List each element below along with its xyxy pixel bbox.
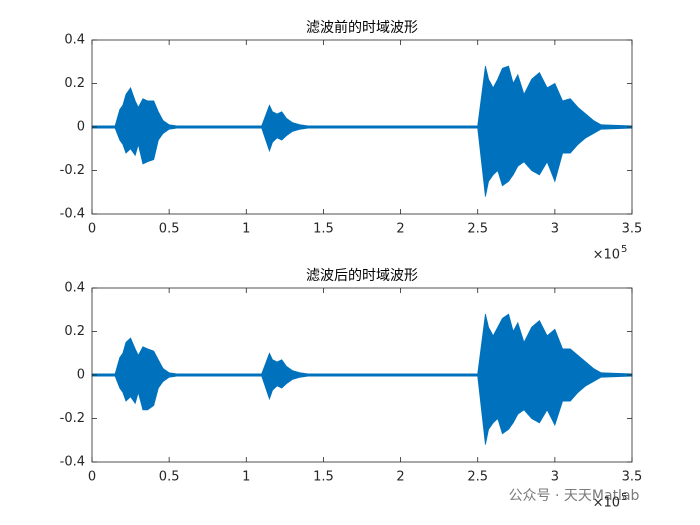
x-tick-label: 3.5 bbox=[622, 222, 643, 237]
y-tick-label: 0.4 bbox=[64, 33, 85, 48]
x-tick-label: 1 bbox=[242, 470, 250, 485]
chart-title: 滤波前的时域波形 bbox=[306, 19, 418, 36]
y-tick-label: -0.4 bbox=[60, 207, 85, 222]
x-tick-label: 0 bbox=[88, 470, 96, 485]
y-tick-label: -0.2 bbox=[60, 163, 85, 178]
y-tick-label: 0.2 bbox=[64, 324, 85, 339]
x-tick-label: 2 bbox=[396, 222, 404, 237]
x-tick-label: 0.5 bbox=[159, 222, 180, 237]
x-tick-label: 0.5 bbox=[159, 470, 180, 485]
x-tick-label: 2 bbox=[396, 470, 404, 485]
x-tick-label: 3 bbox=[551, 470, 559, 485]
x-multiplier-exponent: 5 bbox=[621, 492, 627, 503]
x-multiplier: ×10 bbox=[593, 248, 620, 263]
x-tick-label: 0 bbox=[88, 222, 96, 237]
x-multiplier-exponent: 5 bbox=[621, 244, 627, 255]
y-tick-label: 0.4 bbox=[64, 281, 85, 296]
x-tick-label: 2.5 bbox=[467, 470, 488, 485]
x-tick-label: 1.5 bbox=[313, 222, 334, 237]
x-tick-label: 3 bbox=[551, 222, 559, 237]
y-tick-label: -0.2 bbox=[60, 411, 85, 426]
x-tick-label: 1.5 bbox=[313, 470, 334, 485]
y-tick-label: 0.2 bbox=[64, 76, 85, 91]
x-tick-label: 3.5 bbox=[622, 470, 643, 485]
chart-title: 滤波后的时域波形 bbox=[306, 268, 418, 284]
waveform bbox=[91, 65, 633, 197]
y-tick-label: 0 bbox=[77, 368, 85, 383]
waveform bbox=[91, 313, 633, 445]
x-tick-label: 2.5 bbox=[467, 222, 488, 237]
x-tick-label: 1 bbox=[242, 222, 250, 237]
x-multiplier: ×10 bbox=[593, 496, 620, 511]
watermark: 公众号 · 天天Matlab bbox=[509, 488, 640, 504]
y-tick-label: -0.4 bbox=[60, 455, 85, 470]
y-tick-label: 0 bbox=[77, 120, 85, 135]
